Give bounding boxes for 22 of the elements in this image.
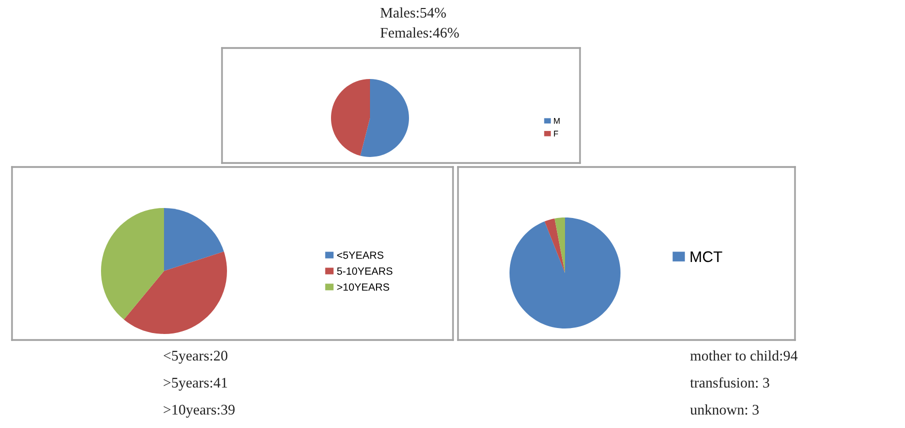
text: unknown: 3 xyxy=(690,404,759,415)
pie-slice xyxy=(510,218,620,328)
pie-slice xyxy=(164,208,224,271)
legend-label: MCT xyxy=(690,251,722,262)
text: <5years:20 xyxy=(164,350,228,364)
text: >5years:41 xyxy=(164,378,228,391)
pie-slice xyxy=(360,79,409,157)
pie-slice xyxy=(554,218,565,273)
pie-slice xyxy=(124,252,227,334)
text: >10years:39 xyxy=(164,404,235,418)
legend-label: F xyxy=(554,130,558,137)
pie-slice xyxy=(331,79,370,156)
text: Males:54% xyxy=(380,7,446,18)
legend-label: 5-10YEARS xyxy=(337,267,392,275)
legend-label: M xyxy=(554,118,560,124)
text: mother to child:94 xyxy=(690,350,798,361)
text: Females:46% xyxy=(380,27,459,38)
text: transfusion: 3 xyxy=(690,377,770,388)
legend-label: <5YEARS xyxy=(337,251,384,259)
legend-label: >10YEARS xyxy=(337,283,390,291)
pie-slice xyxy=(101,208,164,320)
pie-slice xyxy=(544,218,565,273)
